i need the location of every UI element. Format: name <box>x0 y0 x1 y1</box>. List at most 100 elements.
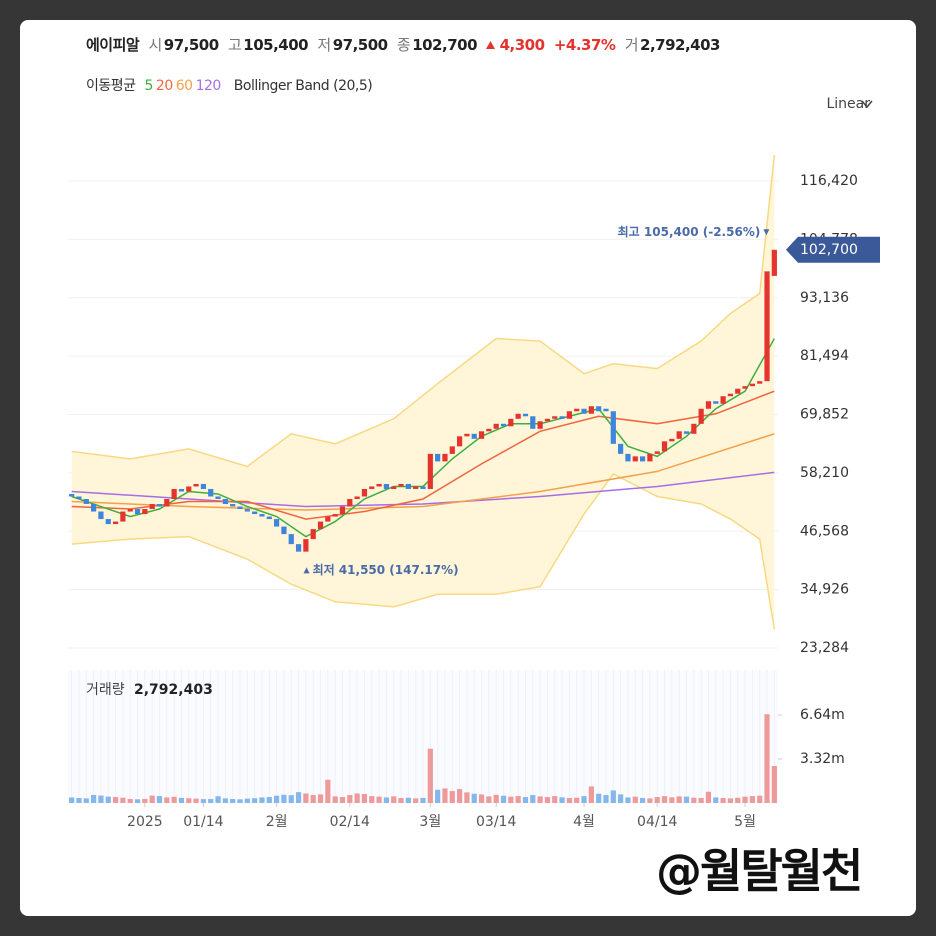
candle <box>705 401 712 409</box>
candle <box>405 483 411 489</box>
volume-bar <box>281 794 287 803</box>
volume-bar <box>252 798 258 803</box>
legend-entry[interactable]: 20 <box>155 78 173 94</box>
candle <box>537 421 543 429</box>
legend-title: 이동평균 <box>86 78 136 94</box>
volume-bar <box>200 799 207 803</box>
moving-average <box>71 390 775 520</box>
candle <box>354 496 360 500</box>
candle <box>742 386 748 389</box>
up-arrow <box>486 41 496 49</box>
candle <box>317 521 324 530</box>
candle <box>639 456 646 462</box>
candle <box>215 496 221 500</box>
volume-bar <box>515 796 521 803</box>
volume-bar <box>120 797 126 803</box>
volume-bar <box>727 798 734 803</box>
stock-name: 에이피알 <box>86 36 140 54</box>
quote-header: 에이피알 시 97,500 고 105,400 저 97,500 종 102,700 4… <box>86 34 725 55</box>
candle <box>83 499 89 505</box>
volume-bar <box>193 798 199 803</box>
candle <box>478 431 485 439</box>
x-tick-label: 03/14 <box>476 814 516 830</box>
volume-bar <box>735 797 741 803</box>
candle <box>164 499 170 507</box>
volume-tick-label: 6.64m <box>800 707 845 723</box>
chart: Linear 23,284 34,926 46,568 58,210 69,852 81,… <box>68 96 880 830</box>
y-tick-label: 93,136 <box>800 290 849 306</box>
volume-label: 거 <box>624 36 639 54</box>
candle <box>771 249 777 276</box>
scale-selector[interactable]: Linear <box>826 96 870 112</box>
volume-bar <box>134 799 141 803</box>
volume-bar <box>544 797 551 803</box>
volume-bar <box>98 795 104 803</box>
volume-bar <box>376 796 382 803</box>
volume-bar <box>295 792 302 803</box>
volume-bar <box>266 797 272 803</box>
volume-tick-label: 3.32m <box>800 751 845 767</box>
y-tick-label: 58,210 <box>800 465 849 481</box>
y-tick-label: 34,926 <box>800 582 849 598</box>
moving-average <box>71 433 775 511</box>
candle <box>413 486 419 489</box>
candle <box>632 456 638 462</box>
candle <box>112 521 119 525</box>
volume-bar <box>486 796 492 803</box>
candle <box>500 423 507 427</box>
volume-bar <box>244 798 250 803</box>
candle <box>383 483 390 489</box>
bollinger-upper <box>71 154 776 468</box>
candle <box>252 511 258 515</box>
legend-entry[interactable]: Bollinger Band (20,5) <box>233 78 373 94</box>
y-tick-label: 23,284 <box>800 640 849 656</box>
volume-bar <box>391 796 397 803</box>
volume-bar <box>442 788 448 803</box>
volume-bar <box>493 794 499 803</box>
volume-bar <box>456 789 463 803</box>
volume-bar <box>237 799 243 803</box>
volume-bar <box>259 797 265 803</box>
y-tick-label: 81,494 <box>800 348 849 364</box>
candle <box>98 511 104 520</box>
candle <box>186 486 192 492</box>
candle <box>618 443 624 454</box>
volume-bar <box>764 714 770 803</box>
legend-entry[interactable]: 120 <box>195 78 222 94</box>
legend-entry[interactable]: 60 <box>175 78 193 94</box>
candle <box>295 544 302 552</box>
close-value: 102,700 <box>412 36 478 54</box>
candle <box>544 418 551 422</box>
volume-bar <box>596 793 602 803</box>
volume-bar <box>676 796 682 803</box>
low-value: 97,500 <box>332 36 388 54</box>
candle <box>493 423 499 429</box>
volume-bar <box>332 796 338 803</box>
x-tick-label: 3월 <box>419 814 441 830</box>
candle <box>456 436 463 447</box>
candle <box>178 488 185 492</box>
y-tick-label: 69,852 <box>800 407 849 423</box>
candle <box>669 438 675 442</box>
legend-entry[interactable]: 5 <box>144 78 153 94</box>
volume-bar <box>164 797 170 803</box>
candle <box>76 496 82 500</box>
candle <box>720 396 726 404</box>
volume-bar <box>186 798 192 803</box>
candle <box>69 493 75 497</box>
volume-bar <box>91 794 97 803</box>
candle <box>764 271 770 382</box>
candle <box>442 453 448 462</box>
volume-bar <box>464 792 470 803</box>
volume-bar <box>222 798 228 803</box>
candle <box>581 408 587 414</box>
candle <box>127 509 133 512</box>
volume-bar <box>149 795 155 803</box>
candle <box>420 486 426 489</box>
volume-bar <box>361 793 368 803</box>
scale-chevron[interactable] <box>861 100 873 109</box>
candle <box>244 509 250 512</box>
open-value: 97,500 <box>163 36 219 54</box>
volume-bar <box>588 786 594 803</box>
volume-bar <box>303 793 309 803</box>
